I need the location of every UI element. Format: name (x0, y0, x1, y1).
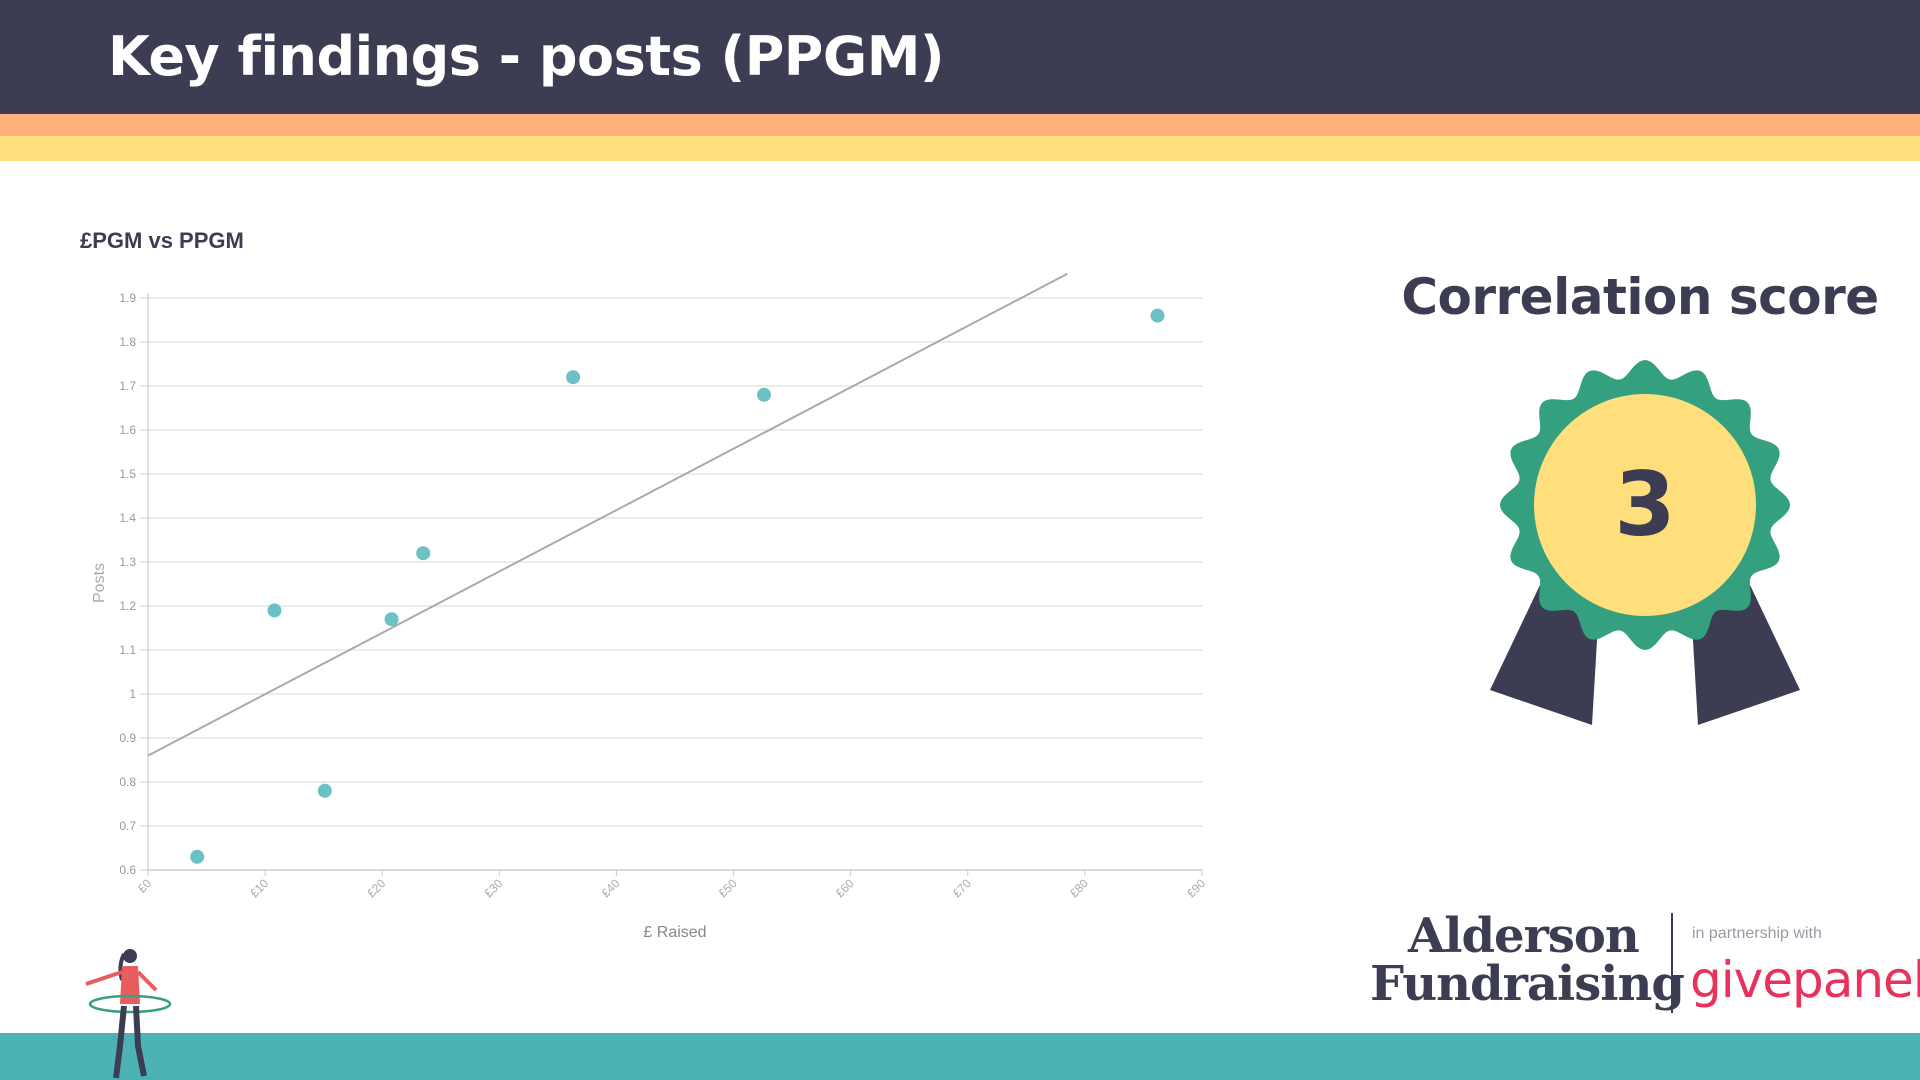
y-tick-label: 0.9 (119, 731, 136, 745)
ribbon-right (1690, 585, 1800, 725)
givepanel-logo: givepanel (1690, 951, 1920, 1009)
logo-line-2: Fundraising (1370, 956, 1685, 1012)
x-tick-label: £10 (247, 876, 271, 900)
rosette-badge-icon: 3 (1490, 360, 1800, 725)
y-tick-label: 1 (129, 687, 136, 701)
orange-stripe (0, 114, 1920, 136)
x-tick-label: £60 (833, 876, 857, 900)
x-tick-label: £50 (716, 876, 740, 900)
chart-title: £PGM vs PPGM (80, 228, 244, 253)
correlation-score-title: Correlation score (1401, 268, 1879, 326)
y-tick-label: 1.2 (119, 599, 136, 613)
y-tick-label: 1.1 (119, 643, 136, 657)
y-tick-label: 1.6 (119, 423, 136, 437)
scatter-point (190, 849, 205, 864)
logo-divider (1671, 913, 1673, 1013)
x-tick-label: £20 (364, 876, 388, 900)
trendline-group (147, 272, 1068, 757)
scatter-chart: 0.6 0.7 0.8 0.9 1 1.1 1.2 1.3 1.4 1.5 1.6 1.7 1.8 1.9… (91, 272, 1209, 941)
y-tick-label: 0.7 (119, 819, 136, 833)
logo-line-1: Alderson (1408, 908, 1640, 964)
scatter-point (757, 387, 772, 402)
y-tick-label: 1.5 (119, 467, 136, 481)
scatter-point (267, 603, 282, 618)
y-tick-labels: 0.6 0.7 0.8 0.9 1 1.1 1.2 1.3 1.4 1.5 1.6 1.7 1.8 1.9 (119, 291, 136, 877)
partner-text: in partnership with (1692, 925, 1822, 942)
x-tick-label: £0 (135, 876, 155, 896)
x-tick-label: £40 (599, 876, 623, 900)
y-tick-label: 0.8 (119, 775, 136, 789)
trendline (147, 272, 1068, 757)
alderson-fundraising-logo: Alderson Fundraising (1370, 908, 1685, 1012)
scatter-point (317, 783, 332, 798)
slide-title: Key findings - posts (PPGM) (108, 25, 945, 88)
header-bar: Key findings - posts (PPGM) (0, 0, 1920, 115)
y-tick-label: 1.8 (119, 335, 136, 349)
x-tick-label: £30 (481, 876, 505, 900)
y-tick-label: 1.9 (119, 291, 136, 305)
hula-hoop-person-illustration (85, 949, 172, 1079)
scatter-point (566, 370, 581, 385)
gridlines (148, 297, 1202, 871)
scatter-point (384, 612, 399, 627)
scatter-point (416, 546, 431, 561)
x-tick-label: £70 (950, 876, 974, 900)
ribbon-left (1490, 585, 1600, 725)
yellow-stripe (0, 136, 1920, 161)
data-points (190, 308, 1165, 864)
x-tick-label: £90 (1184, 876, 1208, 900)
x-tick-label: £80 (1067, 876, 1091, 900)
y-tick-label: 1.3 (119, 555, 136, 569)
x-axis-label: £ Raised (643, 924, 706, 941)
footer-band (0, 1033, 1920, 1080)
score-value: 3 (1614, 453, 1675, 556)
y-tick-label: 1.7 (119, 379, 136, 393)
y-axis-label: Posts (91, 563, 108, 603)
axes (140, 293, 1203, 876)
y-tick-label: 1.4 (119, 511, 136, 525)
scatter-point (1150, 308, 1165, 323)
x-tick-labels: £0 £10 £20 £30 £40 £50 £60 £70 £80 £90 (135, 876, 1209, 900)
rosette-center (1534, 394, 1756, 616)
y-tick-label: 0.6 (119, 863, 136, 877)
